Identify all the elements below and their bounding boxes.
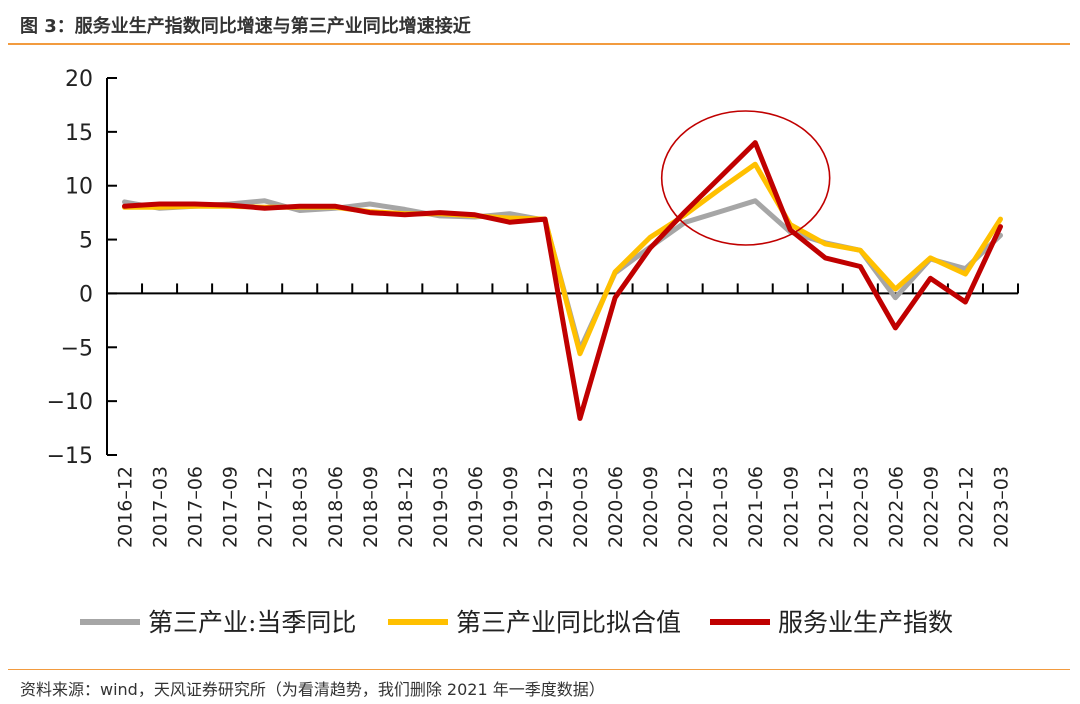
top-rule xyxy=(8,43,1070,45)
x-tick-label: 2017–03 xyxy=(150,466,172,548)
source-note: 资料来源：wind，天风证券研究所（为看清趋势，我们删除 2021 年一季度数据… xyxy=(20,680,605,699)
y-tick-label: 0 xyxy=(79,282,93,307)
x-tick-label: 2023–03 xyxy=(990,466,1012,548)
x-tick-label: 2018–06 xyxy=(325,466,347,548)
y-tick-label: 10 xyxy=(65,175,93,200)
y-tick-label: −5 xyxy=(61,336,93,361)
legend-label: 服务业生产指数 xyxy=(778,608,953,637)
legend: 第三产业:当季同比 第三产业同比拟合值 服务业生产指数 xyxy=(80,608,953,637)
bottom-rule xyxy=(8,669,1070,670)
x-tick-label: 2021–09 xyxy=(780,466,802,548)
y-tick-label: −15 xyxy=(47,444,93,469)
x-tick-label: 2018–03 xyxy=(290,466,312,548)
y-tick-label: 5 xyxy=(79,229,93,254)
x-tick-label: 2020–09 xyxy=(640,466,662,548)
x-tick-label: 2019–12 xyxy=(535,466,557,548)
x-tick-label: 2022–09 xyxy=(920,466,942,548)
x-tick-label: 2020–12 xyxy=(675,466,697,548)
x-tick-label: 2018–09 xyxy=(360,466,382,548)
x-tick-label: 2017–09 xyxy=(220,466,242,548)
x-tick-label: 2021–12 xyxy=(815,466,837,548)
y-axis: 20 15 10 5 0 −5 −10 −15 xyxy=(47,67,117,469)
x-tick-label: 2019–03 xyxy=(430,466,452,548)
series-line-3 xyxy=(122,140,1003,421)
y-tick-label: 20 xyxy=(65,67,93,92)
series-lines xyxy=(122,140,1003,421)
x-tick-label: 2017–06 xyxy=(185,466,207,548)
y-tick-label: −10 xyxy=(47,390,93,415)
figure-title: 图 3：服务业生产指数同比增速与第三产业同比增速接近 xyxy=(20,16,471,37)
x-tick-label: 2016–12 xyxy=(115,466,137,548)
x-tick-label: 2021–06 xyxy=(745,466,767,548)
x-tick-label: 2019–09 xyxy=(500,466,522,548)
x-tick-label: 2022–03 xyxy=(850,466,872,548)
x-tick-label: 2020–03 xyxy=(570,466,592,548)
legend-label: 第三产业:当季同比 xyxy=(148,608,356,637)
y-tick-label: 15 xyxy=(65,121,93,146)
x-tick-label: 2022–06 xyxy=(885,466,907,548)
x-tick-label: 2021–03 xyxy=(710,466,732,548)
x-tick-label: 2018–12 xyxy=(395,466,417,548)
highlight-ellipse xyxy=(660,110,831,246)
annotation xyxy=(660,110,831,246)
x-tick-label: 2019–06 xyxy=(465,466,487,548)
x-tick-label: 2017–12 xyxy=(255,466,277,548)
x-tick-label: 2020–06 xyxy=(605,466,627,548)
x-axis: 2016–12 2017–03 2017–06 2017–09 2017–12 2018–… xyxy=(106,283,1019,548)
x-tick-label: 2022–12 xyxy=(955,466,977,548)
legend-label: 第三产业同比拟合值 xyxy=(456,608,681,637)
